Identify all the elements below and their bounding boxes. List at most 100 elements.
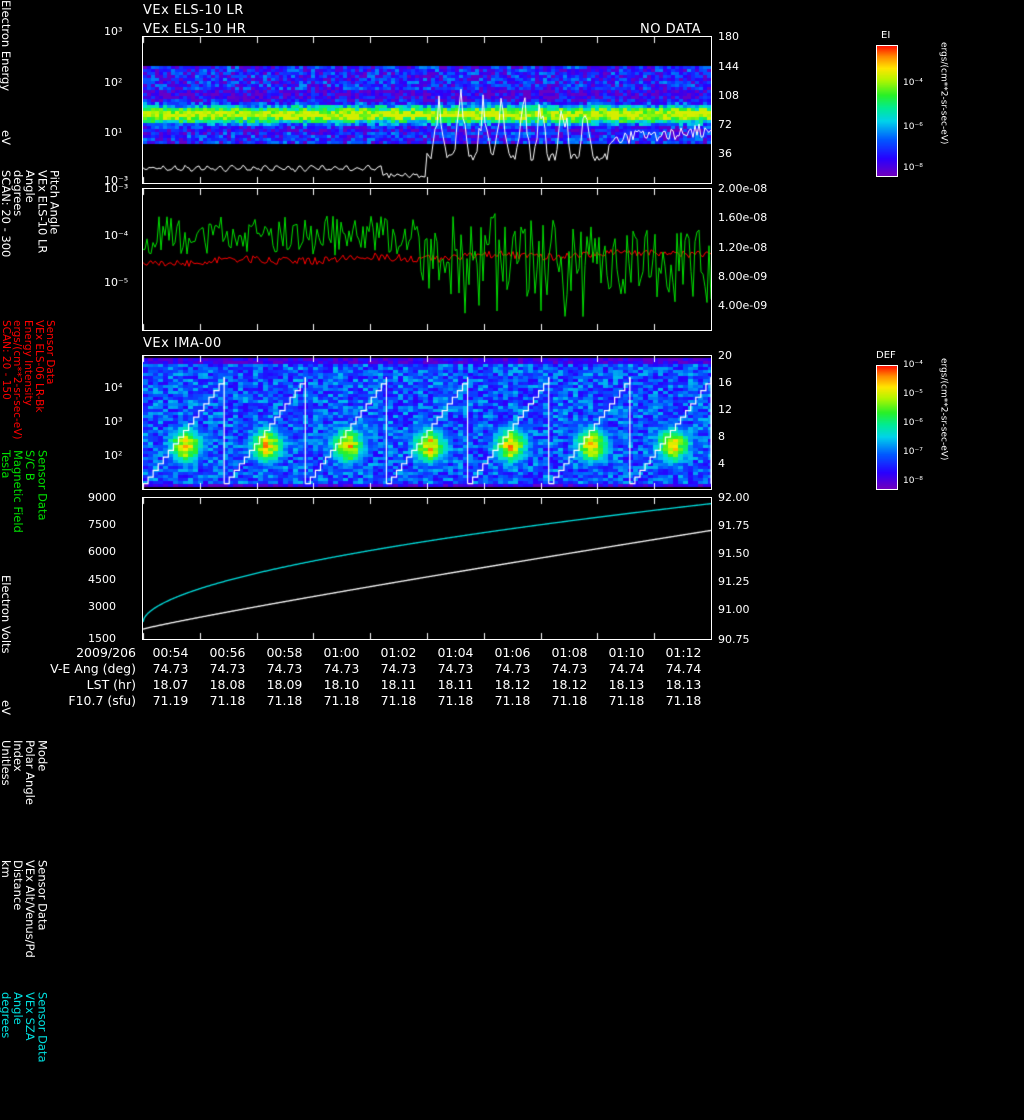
panel4-rytick-2: 91.50 bbox=[718, 547, 750, 560]
panel3-rytick-1: 16 bbox=[718, 376, 732, 389]
footer-cell: 01:08 bbox=[551, 645, 588, 660]
panel3-cbtick-3: 10⁻⁷ bbox=[903, 447, 923, 457]
panel3-plot[interactable] bbox=[142, 355, 712, 490]
panel1-canvas bbox=[143, 37, 711, 183]
footer-cell: 74.74 bbox=[608, 661, 645, 676]
panel4-rytick-1: 91.75 bbox=[718, 519, 750, 532]
panel3-rytick-0: 20 bbox=[718, 349, 732, 362]
panel1-colorbar-title: EI bbox=[881, 30, 891, 41]
panel3-title: VEx IMA-00 bbox=[143, 336, 222, 351]
footer-cell: 01:10 bbox=[608, 645, 645, 660]
panel3-rytick-4: 4 bbox=[718, 457, 725, 470]
panel1-rytick-0: 180 bbox=[718, 30, 739, 43]
footer-cell: 18.10 bbox=[323, 677, 360, 692]
panel1-no-data: NO DATA bbox=[640, 22, 702, 37]
panel3-rytick-2: 12 bbox=[718, 403, 732, 416]
panel1-ytick-1: 10² bbox=[104, 76, 123, 89]
footer-cell: 71.18 bbox=[209, 693, 246, 708]
footer-cell: 71.18 bbox=[380, 693, 417, 708]
panel2-rytick-0: 2.00e-08 bbox=[718, 182, 768, 195]
panel2-canvas bbox=[143, 189, 711, 330]
panel1-colorbar-canvas bbox=[877, 46, 897, 176]
panel1-cbtick-1: 10⁻⁶ bbox=[903, 122, 923, 132]
panel2-rytick-4: 4.00e-09 bbox=[718, 299, 768, 312]
panel3-ytick-0: 10⁴ bbox=[104, 381, 123, 394]
footer-cell: 74.73 bbox=[380, 661, 417, 676]
panel4-rytick-3: 91.25 bbox=[718, 575, 750, 588]
panel4-left-axis-label: Sensor Data VEx Alt/Venus/Pd Distance km bbox=[0, 860, 50, 958]
panel1-ytick-2: 10¹ bbox=[104, 126, 123, 139]
panel2-left-axis-label: Sensor Data VEx ELS-06 LR-Bk Energy Inte… bbox=[0, 320, 57, 440]
footer-cell: 74.73 bbox=[152, 661, 189, 676]
panel4-ytick-0: 9000 bbox=[88, 491, 116, 504]
panel3-ytick-1: 10³ bbox=[104, 415, 123, 428]
footer-cell: 74.73 bbox=[437, 661, 474, 676]
panel3-colorbar-title: DEF bbox=[876, 350, 896, 361]
panel2-rytick-1: 1.60e-08 bbox=[718, 211, 768, 224]
footer-row-label: V-E Ang (deg) bbox=[50, 661, 136, 676]
panel1-ytick-0: 10³ bbox=[104, 25, 123, 38]
panel4-right-axis-label: Sensor Data VEx SZA Angle degrees bbox=[0, 992, 50, 1063]
footer-cell: 18.11 bbox=[437, 677, 474, 692]
panel3-rytick-3: 8 bbox=[718, 430, 725, 443]
footer-cell: 01:12 bbox=[665, 645, 702, 660]
panel2-right-axis-label: Sensor Data S/C B Magnetic Field Tesla bbox=[0, 450, 50, 533]
panel3-cbtick-0: 10⁻⁴ bbox=[903, 360, 923, 370]
panel4-rytick-5: 90.75 bbox=[718, 633, 750, 646]
panel3-colorbar-canvas bbox=[877, 366, 897, 489]
footer-cell: 74.73 bbox=[323, 661, 360, 676]
footer-cell: 01:04 bbox=[437, 645, 474, 660]
footer-cell: 71.19 bbox=[152, 693, 189, 708]
panel4-ytick-3: 4500 bbox=[88, 573, 116, 586]
footer-cell: 71.18 bbox=[551, 693, 588, 708]
panel2-ytick-0: 10⁻³ bbox=[104, 182, 129, 195]
footer-cell: 00:54 bbox=[152, 645, 189, 660]
footer-row-label: F10.7 (sfu) bbox=[68, 693, 136, 708]
panel4-ytick-1: 7500 bbox=[88, 518, 116, 531]
footer-cell: 00:56 bbox=[209, 645, 246, 660]
footer-cell: 74.73 bbox=[266, 661, 303, 676]
footer-cell: 18.07 bbox=[152, 677, 189, 692]
footer-cell: 74.74 bbox=[665, 661, 702, 676]
footer-row-label: 2009/206 bbox=[76, 645, 136, 660]
footer-cell: 74.73 bbox=[494, 661, 531, 676]
footer-cell: 00:58 bbox=[266, 645, 303, 660]
panel3-canvas bbox=[143, 356, 711, 489]
panel1-colorbar-unit: ergs/(cm**2-sr-sec-eV) bbox=[938, 42, 949, 145]
panel1-rytick-1: 144 bbox=[718, 60, 739, 73]
footer-cell: 74.73 bbox=[209, 661, 246, 676]
panel4-ytick-4: 3000 bbox=[88, 600, 116, 613]
footer-cell: 71.18 bbox=[494, 693, 531, 708]
panel1-rytick-3: 72 bbox=[718, 118, 732, 131]
footer-cell: 18.09 bbox=[266, 677, 303, 692]
panel3-ytick-2: 10² bbox=[104, 449, 123, 462]
panel3-left-axis-label: Electron Volts bbox=[0, 575, 14, 654]
panel1-left-axis-unit: eV bbox=[0, 130, 14, 145]
panel1-right-axis-label: Pitch Angle VEx ELS-10 LR Angle degrees … bbox=[0, 170, 62, 258]
footer-cell: 18.12 bbox=[494, 677, 531, 692]
panel1-colorbar bbox=[876, 45, 898, 177]
panel1-title-hr: VEx ELS-10 HR bbox=[143, 22, 247, 37]
panel1-cbtick-2: 10⁻⁸ bbox=[903, 163, 923, 173]
panel2-ytick-2: 10⁻⁵ bbox=[104, 276, 129, 289]
panel3-colorbar-unit: ergs/(cm**2-sr-sec-eV) bbox=[938, 358, 949, 461]
panel4-rytick-0: 92.00 bbox=[718, 491, 750, 504]
panel1-cbtick-0: 10⁻⁴ bbox=[903, 78, 923, 88]
panel2-plot[interactable] bbox=[142, 188, 712, 331]
footer-cell: 01:06 bbox=[494, 645, 531, 660]
panel1-plot[interactable] bbox=[142, 36, 712, 184]
footer-cell: 18.13 bbox=[665, 677, 702, 692]
footer-cell: 71.18 bbox=[437, 693, 474, 708]
panel4-ytick-5: 1500 bbox=[88, 632, 116, 645]
footer-cell: 71.18 bbox=[608, 693, 645, 708]
panel3-right-axis-label: Mode Polar Angle Index Unitless bbox=[0, 740, 50, 805]
footer-cell: 18.11 bbox=[380, 677, 417, 692]
panel3-cbtick-2: 10⁻⁶ bbox=[903, 418, 923, 428]
panel3-cbtick-4: 10⁻⁸ bbox=[903, 476, 923, 486]
panel4-plot[interactable] bbox=[142, 497, 712, 640]
panel1-rytick-2: 108 bbox=[718, 89, 739, 102]
footer-cell: 74.73 bbox=[551, 661, 588, 676]
footer-cell: 01:02 bbox=[380, 645, 417, 660]
panel2-rytick-3: 8.00e-09 bbox=[718, 270, 768, 283]
footer-cell: 01:00 bbox=[323, 645, 360, 660]
